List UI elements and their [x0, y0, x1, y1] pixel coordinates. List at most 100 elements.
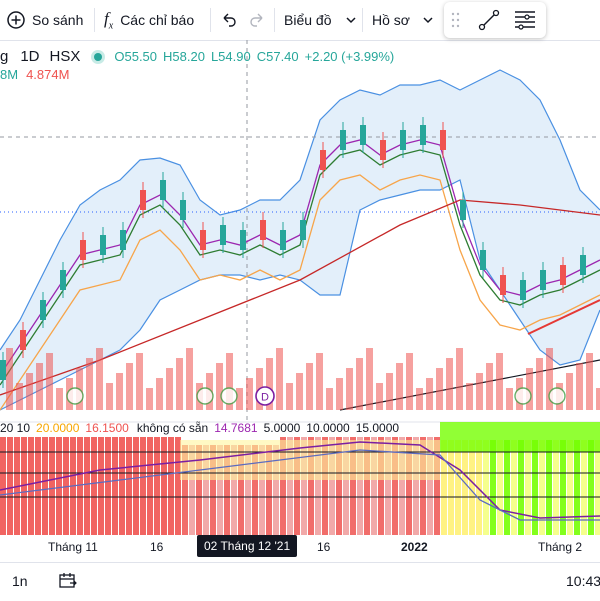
time-label: 16 [150, 540, 164, 554]
profile-label: Hồ sơ [372, 12, 410, 28]
volume-bar [306, 363, 313, 410]
indicator-bar [308, 437, 314, 535]
candle-body [100, 235, 106, 255]
time-label: 2022 [401, 540, 428, 554]
ma-line-red [0, 199, 600, 396]
redo-button[interactable] [248, 0, 266, 40]
volume-bar [246, 378, 253, 410]
indicator-bar [133, 437, 139, 535]
indicator-bar [182, 445, 188, 535]
trend-line-red [527, 299, 600, 335]
indicator-bar [455, 440, 461, 535]
indicator-bar [161, 437, 167, 535]
volume-bar [326, 388, 333, 410]
indicator-bar [245, 445, 251, 535]
candle-body [420, 125, 426, 145]
event-marker [196, 387, 214, 405]
indicator-bar [294, 437, 300, 535]
indicator-bar [476, 440, 482, 535]
indicator-bar [595, 440, 600, 535]
menu-lines-icon[interactable] [512, 7, 538, 33]
calendar-range-icon[interactable] [58, 572, 78, 590]
indicator-bar [371, 437, 377, 535]
undo-icon [223, 13, 236, 27]
volume-bar [376, 383, 383, 410]
indicators-label: Các chỉ báo [120, 12, 195, 28]
indicator-bar [357, 437, 363, 535]
change-value: +2.20 (+3.99%) [304, 49, 395, 64]
indicator-bar [581, 440, 587, 535]
profile-dropdown[interactable]: Hồ sơ [372, 0, 434, 40]
exchange-label: HSX [49, 48, 81, 65]
interval-label[interactable]: 1D [20, 48, 40, 65]
time-label: Tháng 2 [538, 540, 583, 554]
price-chart[interactable]: D [0, 40, 600, 560]
indicator-value-3: 14.7681 [214, 421, 258, 435]
compare-button[interactable]: So sánh [6, 0, 83, 40]
indicator-value-5: 10.0000 [306, 421, 350, 435]
undo-button[interactable] [220, 0, 238, 40]
volume-bar [6, 348, 13, 410]
volume-bar [456, 348, 463, 410]
clock-time: 10:43 [566, 573, 600, 589]
volume-bar [486, 363, 493, 410]
indicators-button[interactable]: fx Các chỉ báo [104, 0, 194, 40]
symbol-legend: g 1D HSX O55.50 H58.20 L54.90 C57.40 +2.… [0, 48, 600, 88]
indicator-params: 20 10 [0, 421, 31, 435]
toolbar-divider [362, 8, 363, 32]
time-label: Tháng 11 [48, 540, 98, 554]
indicator-bar [119, 437, 125, 535]
floating-drawing-toolbar [444, 2, 546, 38]
candle-body [0, 360, 6, 380]
volume-bar [346, 368, 353, 410]
candle-body [160, 180, 166, 200]
indicator-bar [63, 437, 69, 535]
indicator-value-1: 20.0000 [36, 421, 80, 435]
indicator-bar [126, 437, 132, 535]
indicator-value-2: 16.1500 [85, 421, 129, 435]
candle-body [560, 265, 566, 285]
volume-bar [446, 358, 453, 410]
volume-bar [396, 363, 403, 410]
indicator-bar [511, 440, 517, 535]
indicator-bar [427, 437, 433, 535]
indicator-bar [350, 437, 356, 535]
indicator-bar [364, 437, 370, 535]
line-tool-icon[interactable] [476, 7, 502, 33]
high-value: H58.20 [163, 49, 205, 64]
volume-bar [336, 378, 343, 410]
symbol-name[interactable]: g [0, 48, 9, 65]
candle-body [360, 125, 366, 145]
chart-type-dropdown[interactable]: Biểu đồ [284, 0, 357, 40]
indicator-bar [532, 440, 538, 535]
candle-body [40, 300, 46, 320]
candle-body [180, 200, 186, 220]
volume-bar [16, 383, 23, 410]
ma-line-green [0, 149, 600, 386]
volume-bar [86, 358, 93, 410]
volume-bar [26, 373, 33, 410]
indicator-bar [574, 440, 580, 535]
indicator-bar [112, 437, 118, 535]
indicator-bar [7, 437, 13, 535]
volume-bar [156, 378, 163, 410]
candle-body [340, 130, 346, 150]
indicator-bar [224, 445, 230, 535]
candle-body [140, 190, 146, 210]
interval-range-button[interactable]: 1n [12, 573, 28, 589]
volume-bar [496, 353, 503, 410]
time-axis[interactable]: Tháng 11 16 02 Tháng 12 '21 16 2022 Thán… [0, 535, 600, 559]
indicator-bar [343, 437, 349, 535]
candle-body [300, 220, 306, 240]
candle-body [500, 275, 506, 295]
indicator-bar [49, 437, 55, 535]
indicator-bar [301, 437, 307, 535]
close-value: C57.40 [256, 49, 299, 64]
indicator-bar [518, 440, 524, 535]
drag-handle-icon[interactable] [451, 12, 461, 28]
indicator-bar [168, 437, 174, 535]
indicator-bar [217, 445, 223, 535]
indicator-bar [329, 437, 335, 535]
indicator-value-4: 5.0000 [263, 421, 301, 435]
volume-bar [226, 353, 233, 410]
